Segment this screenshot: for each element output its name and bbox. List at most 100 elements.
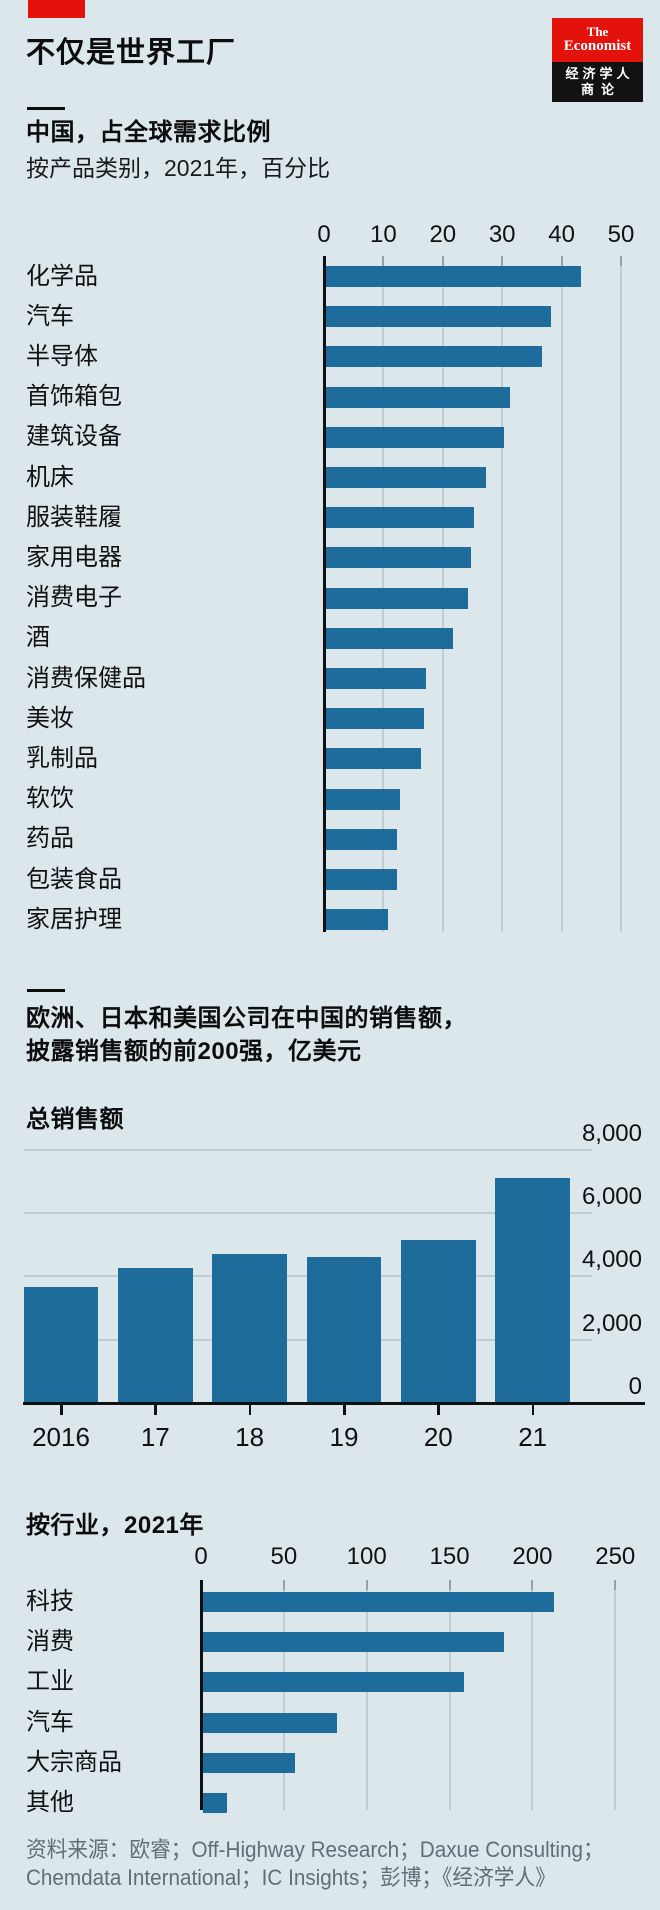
category-label: 其他	[26, 1789, 74, 1816]
category-label: 汽车	[26, 1708, 74, 1736]
category-label: 机床	[26, 463, 74, 491]
value-axis-line	[323, 256, 326, 932]
logo-text-cn-line2: 商论	[580, 82, 621, 97]
bar-服装鞋履	[325, 507, 474, 529]
category-label: 科技	[26, 1588, 74, 1615]
bar-汽车	[325, 306, 552, 328]
page-title: 不仅是世界工厂	[26, 37, 237, 69]
bar-半导体	[325, 346, 543, 368]
bar-消费	[202, 1632, 505, 1653]
year-label: 21	[518, 1422, 548, 1452]
axis-tick	[560, 256, 563, 266]
year-label: 19	[329, 1422, 359, 1452]
axis-tick-label: 30	[488, 221, 516, 248]
gridline	[365, 1580, 368, 1810]
gridline	[282, 1580, 285, 1810]
category-label: 家用电器	[26, 543, 122, 571]
axis-tick	[620, 256, 622, 266]
bar-2016	[23, 1287, 99, 1403]
axis-tick	[154, 1404, 157, 1415]
gridline	[531, 1580, 534, 1810]
axis-tick-label: 20	[429, 221, 457, 248]
year-label: 17	[140, 1422, 170, 1452]
gridline	[620, 256, 622, 932]
chart2-panel-title: 总销售额	[26, 1106, 124, 1133]
gridline	[560, 256, 563, 932]
bar-19	[306, 1257, 382, 1403]
bar-大宗商品	[202, 1752, 296, 1773]
year-label: 2016	[32, 1422, 90, 1452]
source-line-2: Chemdata International；IC Insights；彭博；《经…	[26, 1865, 556, 1890]
category-label: 消费保健品	[26, 664, 146, 692]
axis-tick-label: 50	[270, 1543, 298, 1570]
bar-家用电器	[325, 547, 472, 569]
category-label: 汽车	[26, 302, 74, 330]
category-label: 建筑设备	[26, 423, 122, 451]
gridline	[614, 1580, 617, 1810]
category-label: 消费电子	[26, 584, 122, 612]
economist-logo-chinese: 经济学人 商论	[552, 62, 643, 102]
category-label: 酒	[26, 624, 50, 652]
bar-首饰箱包	[325, 386, 510, 408]
bar-其他	[202, 1793, 228, 1813]
axis-tick-label: 10	[370, 221, 397, 248]
bar-美妆	[325, 708, 424, 730]
category-label: 半导体	[26, 342, 98, 370]
chart3-title: 按行业，2021年	[26, 1512, 204, 1539]
axis-tick-label: 0	[194, 1543, 208, 1570]
axis-tick-label: 0	[317, 221, 331, 248]
axis-tick	[531, 1404, 535, 1415]
axis-tick	[343, 1404, 346, 1415]
axis-tick-label: 200	[512, 1543, 553, 1570]
year-label: 20	[423, 1422, 453, 1452]
category-label: 工业	[26, 1668, 74, 1696]
gridline	[24, 1148, 592, 1151]
category-label: 美妆	[26, 704, 74, 732]
category-label: 软饮	[26, 785, 74, 813]
red-tab-accent	[28, 0, 85, 18]
bar-汽车	[202, 1712, 337, 1733]
section-dash-2	[27, 989, 65, 992]
year-label: 18	[235, 1422, 265, 1452]
category-label: 包装食品	[26, 865, 122, 893]
value-axis-label: 0	[628, 1373, 642, 1400]
bar-药品	[325, 828, 397, 850]
category-label: 药品	[26, 825, 74, 853]
gridline	[448, 1580, 451, 1810]
gridline	[501, 256, 504, 932]
axis-tick	[282, 1580, 285, 1590]
bar-17	[118, 1268, 193, 1403]
axis-tick	[365, 1580, 368, 1590]
axis-tick-label: 50	[607, 221, 635, 248]
value-axis-label: 2,000	[581, 1309, 642, 1337]
axis-tick	[382, 256, 385, 266]
axis-tick-label: 100	[346, 1543, 387, 1570]
section-dash-1	[27, 107, 65, 110]
bar-乳制品	[325, 748, 421, 770]
axis-tick-label: 150	[429, 1543, 470, 1570]
bar-包装食品	[325, 869, 397, 890]
economist-logo-masthead: The Economist	[552, 18, 643, 62]
axis-tick	[448, 1580, 451, 1590]
bar-机床	[325, 467, 486, 488]
economist-logo: The Economist 经济学人 商论	[552, 18, 643, 102]
bar-消费电子	[325, 587, 469, 609]
axis-tick	[437, 1404, 440, 1415]
bar-20	[401, 1240, 476, 1403]
value-axis-label: 6,000	[581, 1183, 642, 1211]
bar-酒	[325, 627, 454, 649]
axis-tick	[501, 256, 504, 266]
category-label: 家居护理	[26, 905, 122, 933]
axis-tick	[441, 256, 444, 266]
axis-tick-label: 40	[548, 221, 575, 248]
axis-tick	[60, 1404, 63, 1415]
value-axis-label: 4,000	[581, 1246, 642, 1274]
gridline	[24, 1212, 592, 1215]
chart1-subtitle: 按产品类别，2021年，百分比	[26, 155, 331, 181]
bar-18	[212, 1254, 287, 1403]
chart2-section-title-line1: 欧洲、日本和美国公司在中国的销售额，	[26, 1005, 467, 1032]
category-label: 服装鞋履	[26, 503, 122, 531]
value-axis-label: 8,000	[581, 1119, 642, 1147]
value-axis-line	[200, 1580, 203, 1810]
